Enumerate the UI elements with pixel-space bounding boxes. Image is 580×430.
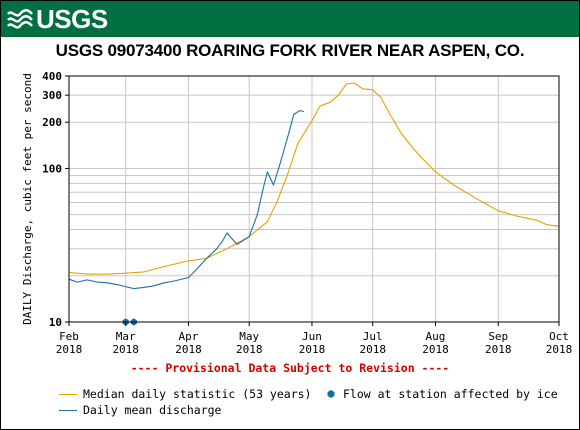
plot-area [69,76,559,322]
legend-item-ice: Flow at station affected by ice [327,387,558,401]
x-tick-label-month: Aug [426,330,446,343]
x-tick-label-month: Jul [363,330,383,343]
legend-ice-label: Flow at station affected by ice [343,387,558,401]
x-tick-label-year: 2018 [112,343,139,356]
legend-median-swatch [59,393,77,395]
usgs-wave-icon [7,9,33,29]
x-tick-label-year: 2018 [359,343,386,356]
hydrograph-chart: 10100200300400Feb2018Mar2018Apr2018May20… [21,70,573,356]
legend-mean-label: Daily mean discharge [83,403,222,417]
legend-mean-swatch [59,409,77,411]
plot-border [68,75,560,323]
legend-item-median: Median daily statistic (53 years) [59,387,311,401]
x-tick-label-month: Feb [59,330,79,343]
x-tick-label-year: 2018 [175,343,202,356]
legend: Median daily statistic (53 years) Flow a… [59,387,579,419]
y-axis-label: DAILY Discharge, cubic feet per second [21,73,34,325]
x-tick-label-month: Jun [302,330,322,343]
y-tick-label: 200 [42,116,62,129]
x-tick-label-year: 2018 [422,343,449,356]
median-daily-line [68,82,560,275]
y-tick-label: 10 [49,316,62,329]
legend-item-mean: Daily mean discharge [59,403,221,417]
usgs-logo-text: USGS [36,3,108,34]
x-tick-label-month: Sep [488,330,508,343]
x-tick-label-month: May [239,330,259,343]
provisional-note: ---- Provisional Data Subject to Revisio… [130,361,450,375]
x-tick-label-month: Mar [116,330,136,343]
x-tick-label-year: 2018 [485,343,512,356]
chart-title: USGS 09073400 ROARING FORK RIVER NEAR AS… [55,41,525,60]
usgs-logo: USGS [7,3,108,35]
x-tick-label-year: 2018 [56,343,83,356]
y-tick-label: 100 [42,162,62,175]
x-tick-label-year: 2018 [236,343,263,356]
y-tick-label: 300 [42,89,62,102]
x-tick-label-year: 2018 [299,343,326,356]
x-tick-label-month: Apr [179,330,199,343]
x-tick-label-year: 2018 [546,343,573,356]
x-tick-label-month: Oct [549,330,569,343]
y-tick-label: 400 [42,70,62,83]
daily-mean-discharge-line [68,110,305,290]
legend-median-label: Median daily statistic (53 years) [83,387,312,401]
usgs-banner: USGS [1,1,579,37]
legend-ice-marker-icon [327,390,335,398]
